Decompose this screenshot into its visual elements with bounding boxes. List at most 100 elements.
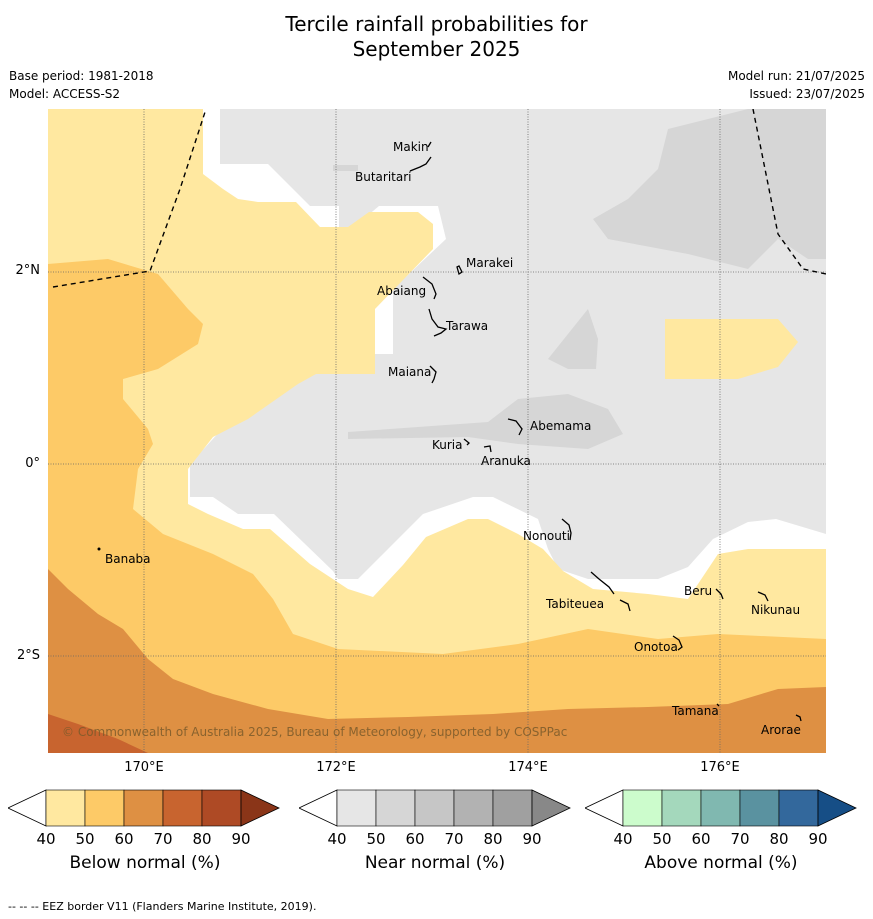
near-normal-50-region-north <box>333 165 358 171</box>
below-colorbar-tick-label: 50 <box>75 830 94 848</box>
island-beru <box>715 588 724 600</box>
near-colorbar-cell <box>492 789 533 827</box>
near-colorbar-tick-label: 80 <box>483 830 502 848</box>
label-marakei: Marakei <box>466 256 513 270</box>
island-butaritari <box>409 156 432 172</box>
island-marakei <box>456 265 463 276</box>
label-nonouti: Nonouti <box>523 529 570 543</box>
graticule <box>48 109 826 753</box>
island-nikunau <box>757 591 769 602</box>
label-butaritari: Butaritari <box>355 170 412 184</box>
near-colorbar-cell <box>414 789 455 827</box>
map-title-line2: September 2025 <box>352 37 521 61</box>
below-normal-40-region-east <box>665 319 798 379</box>
label-tarawa: Tarawa <box>445 319 488 333</box>
lat-label-2n: 2°N <box>15 263 41 278</box>
near-colorbar-min-arrow <box>299 789 338 827</box>
lat-label-2s: 2°S <box>16 648 40 663</box>
issued-date: Issued: 23/07/2025 <box>749 87 865 101</box>
below-normal-60-region <box>48 569 826 753</box>
island-aranuka <box>483 445 492 453</box>
label-maiana: Maiana <box>388 365 431 379</box>
below-normal-50-region <box>48 259 826 753</box>
island-tabiteuea <box>590 571 615 595</box>
above-colorbar-cell <box>622 789 663 827</box>
above-colorbar-tick-label: 90 <box>808 830 827 848</box>
island-kuria <box>463 438 470 446</box>
lon-label-174e: 174°E <box>508 760 548 775</box>
above-colorbar-tick-label: 40 <box>613 830 632 848</box>
below-colorbar-min-arrow <box>8 789 47 827</box>
near-colorbar-tick-label: 50 <box>366 830 385 848</box>
islands <box>409 141 802 722</box>
label-aranuka: Aranuka <box>481 454 531 468</box>
island-abemama <box>507 418 523 436</box>
lon-label-172e: 172°E <box>316 760 356 775</box>
below-colorbar-cell <box>84 789 125 827</box>
above-colorbar-max-arrow <box>817 789 857 827</box>
below-colorbar-cell <box>45 789 86 827</box>
near-colorbar-tick-label: 60 <box>405 830 424 848</box>
below-colorbar-tick-label: 70 <box>153 830 172 848</box>
below-colorbar-cell <box>201 789 242 827</box>
above-colorbar-cell <box>700 789 741 827</box>
above-colorbar-cell <box>661 789 702 827</box>
island-nonouti <box>561 518 572 541</box>
label-tamana: Tamana <box>671 704 719 718</box>
model-run: Model run: 21/07/2025 <box>727 69 865 83</box>
colorbar-label-below: Below normal (%) <box>69 853 221 873</box>
label-makin: Makin <box>393 140 429 154</box>
label-arorae: Arorae <box>761 723 801 737</box>
model-name: Model: ACCESS-S2 <box>9 87 121 101</box>
lat-label-0: 0° <box>25 456 40 471</box>
map-title-line1: Tercile rainfall probabilities for <box>285 12 588 36</box>
forecast-map: Makin Butaritari Marakei Abaiang Tarawa … <box>48 109 826 753</box>
below-colorbar-max-arrow <box>240 789 280 827</box>
above-colorbar-tick-label: 80 <box>769 830 788 848</box>
eez-border-west <box>52 109 207 288</box>
island-tabiteuea-south <box>619 599 631 612</box>
label-tabiteuea: Tabiteuea <box>545 597 604 611</box>
place-labels: Makin Butaritari Marakei Abaiang Tarawa … <box>105 140 801 737</box>
near-normal-50-region-ne <box>593 109 826 269</box>
eez-border <box>52 109 826 288</box>
below-colorbar-tick-label: 80 <box>192 830 211 848</box>
island-maiana <box>429 365 437 384</box>
colorbar-label-near: Near normal (%) <box>364 853 506 873</box>
label-abemama: Abemama <box>530 419 591 433</box>
below-colorbar-tick-label: 90 <box>231 830 250 848</box>
island-tamana <box>716 703 720 707</box>
eez-footnote: -- -- -- EEZ border V11 (Flanders Marine… <box>8 900 317 913</box>
island-tarawa <box>428 308 448 337</box>
near-colorbar-cell <box>336 789 377 827</box>
island-onotoa <box>672 635 683 651</box>
below-colorbar-tick-label: 40 <box>36 830 55 848</box>
island-makin <box>427 141 432 148</box>
label-beru: Beru <box>684 584 712 598</box>
near-normal-50-region-center <box>548 309 598 369</box>
below-normal-40-region-nw <box>163 109 203 174</box>
below-normal-70-region <box>48 714 148 753</box>
base-period: Base period: 1981-2018 <box>9 69 154 83</box>
colorbar-below-normal: 40 50 60 70 80 90 <box>8 789 280 848</box>
near-colorbar-tick-label: 90 <box>522 830 541 848</box>
island-abaiang <box>422 276 437 300</box>
lon-label-170e: 170°E <box>124 760 164 775</box>
near-normal-50-region-equator <box>348 394 623 449</box>
colorbar-above-normal: 40 50 60 70 80 90 <box>585 789 857 848</box>
above-colorbar-min-arrow <box>585 789 624 827</box>
label-kuria: Kuria <box>432 438 463 452</box>
label-abaiang: Abaiang <box>377 284 426 298</box>
above-colorbar-cell <box>739 789 780 827</box>
eez-border-east <box>752 109 826 275</box>
island-arorae <box>795 714 802 722</box>
copyright-notice: © Commonwealth of Australia 2025, Bureau… <box>62 725 567 739</box>
near-colorbar-tick-label: 40 <box>327 830 346 848</box>
near-colorbar-cell <box>375 789 416 827</box>
island-banaba <box>97 547 101 551</box>
above-colorbar-tick-label: 50 <box>652 830 671 848</box>
near-colorbar-max-arrow <box>531 789 571 827</box>
above-colorbar-cell <box>778 789 819 827</box>
label-banaba: Banaba <box>105 552 151 566</box>
above-colorbar-tick-label: 60 <box>691 830 710 848</box>
